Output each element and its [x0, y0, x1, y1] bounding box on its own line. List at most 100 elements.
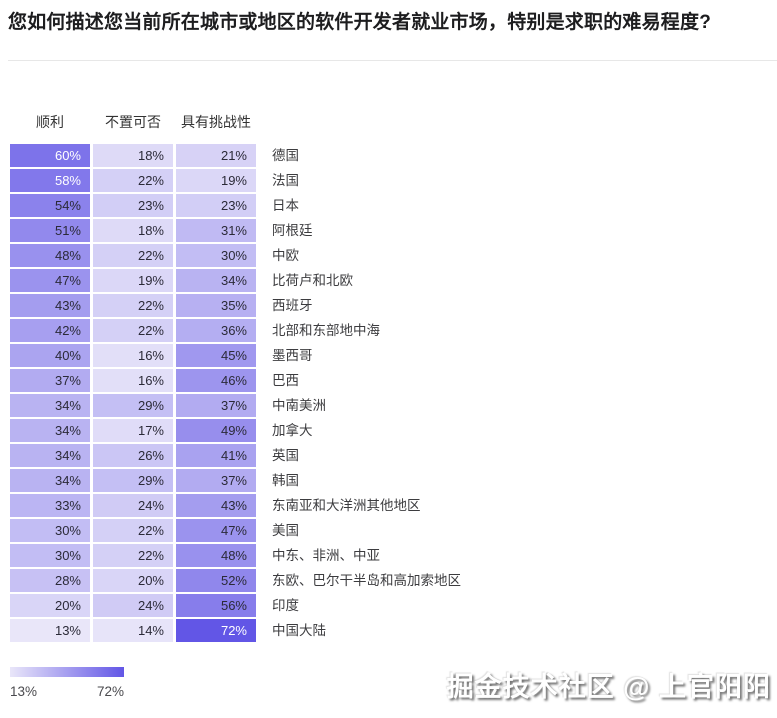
heat-cell-smooth: 33% [10, 494, 90, 517]
table-row: 30% 22% 47% 美国 [10, 519, 461, 542]
table-row: 34% 17% 49% 加拿大 [10, 419, 461, 442]
legend-gradient-bar [10, 667, 124, 677]
heat-cell-neutral: 20% [93, 569, 173, 592]
row-label: 韩国 [272, 473, 299, 488]
heat-cell-neutral: 29% [93, 394, 173, 417]
row-label: 加拿大 [272, 423, 313, 438]
row-label: 英国 [272, 448, 299, 463]
table-row: 60% 18% 21% 德国 [10, 144, 461, 167]
heat-cell-neutral: 24% [93, 594, 173, 617]
heat-cell-challenging: 43% [176, 494, 256, 517]
heat-cell-challenging: 72% [176, 619, 256, 642]
table-row: 54% 23% 23% 日本 [10, 194, 461, 217]
row-label: 西班牙 [272, 298, 313, 313]
table-row: 43% 22% 35% 西班牙 [10, 294, 461, 317]
heat-cell-challenging: 36% [176, 319, 256, 342]
heat-cell-neutral: 19% [93, 269, 173, 292]
heat-cell-smooth: 28% [10, 569, 90, 592]
heat-cell-neutral: 16% [93, 369, 173, 392]
table-row: 20% 24% 56% 印度 [10, 594, 461, 617]
column-headers: 顺利 不置可否 具有挑战性 [10, 112, 259, 132]
row-label: 阿根廷 [272, 223, 313, 238]
table-row: 58% 22% 19% 法国 [10, 169, 461, 192]
watermark: 掘金技术社区 @ 上官阳阳 [446, 672, 771, 702]
heat-cell-challenging: 41% [176, 444, 256, 467]
heat-cell-smooth: 48% [10, 244, 90, 267]
row-label: 北部和东部地中海 [272, 323, 380, 338]
heat-cell-challenging: 47% [176, 519, 256, 542]
row-label: 比荷卢和北欧 [272, 273, 353, 288]
heat-cell-challenging: 45% [176, 344, 256, 367]
row-label: 法国 [272, 173, 299, 188]
row-label: 中欧 [272, 248, 299, 263]
heat-cell-neutral: 22% [93, 319, 173, 342]
table-row: 47% 19% 34% 比荷卢和北欧 [10, 269, 461, 292]
heat-cell-smooth: 51% [10, 219, 90, 242]
heat-cell-smooth: 60% [10, 144, 90, 167]
heat-cell-challenging: 21% [176, 144, 256, 167]
heat-cell-challenging: 48% [176, 544, 256, 567]
heat-cell-smooth: 30% [10, 519, 90, 542]
legend: 13% 72% [10, 667, 124, 699]
legend-max-label: 72% [96, 684, 124, 699]
table-row: 28% 20% 52% 东欧、巴尔干半岛和高加索地区 [10, 569, 461, 592]
heat-cell-neutral: 22% [93, 244, 173, 267]
heat-cell-challenging: 37% [176, 394, 256, 417]
heat-cell-challenging: 56% [176, 594, 256, 617]
row-label: 中南美洲 [272, 398, 326, 413]
heat-cell-smooth: 43% [10, 294, 90, 317]
heat-cell-neutral: 22% [93, 169, 173, 192]
row-label: 东南亚和大洋洲其他地区 [272, 498, 421, 513]
heat-cell-neutral: 24% [93, 494, 173, 517]
table-row: 40% 16% 45% 墨西哥 [10, 344, 461, 367]
heat-cell-neutral: 22% [93, 294, 173, 317]
row-label: 印度 [272, 598, 299, 613]
heat-cell-smooth: 13% [10, 619, 90, 642]
heat-cell-challenging: 31% [176, 219, 256, 242]
heat-cell-neutral: 14% [93, 619, 173, 642]
heat-cell-smooth: 30% [10, 544, 90, 567]
column-header-challenging: 具有挑战性 [181, 114, 251, 130]
legend-min-label: 13% [10, 684, 38, 699]
table-row: 30% 22% 48% 中东、非洲、中亚 [10, 544, 461, 567]
heat-cell-challenging: 49% [176, 419, 256, 442]
heat-cell-smooth: 34% [10, 419, 90, 442]
heat-cell-neutral: 22% [93, 519, 173, 542]
legend-labels: 13% 72% [10, 684, 124, 699]
heat-cell-neutral: 26% [93, 444, 173, 467]
heat-cell-challenging: 37% [176, 469, 256, 492]
heat-cell-neutral: 18% [93, 219, 173, 242]
heat-cell-smooth: 34% [10, 469, 90, 492]
heat-cell-smooth: 34% [10, 444, 90, 467]
heat-cell-challenging: 23% [176, 194, 256, 217]
heat-cell-neutral: 23% [93, 194, 173, 217]
row-label: 中国大陆 [272, 623, 326, 638]
row-label: 美国 [272, 523, 299, 538]
row-label: 中东、非洲、中亚 [272, 548, 380, 563]
heat-cell-challenging: 30% [176, 244, 256, 267]
heatmap-table-body: 60% 18% 21% 德国 58% 22% 19% 法国 54% 23% 23% 日本 51% 18% 3… [10, 144, 461, 644]
heat-cell-neutral: 22% [93, 544, 173, 567]
heat-cell-challenging: 35% [176, 294, 256, 317]
row-label: 墨西哥 [272, 348, 313, 363]
row-label: 巴西 [272, 373, 299, 388]
heat-cell-challenging: 19% [176, 169, 256, 192]
table-row: 33% 24% 43% 东南亚和大洋洲其他地区 [10, 494, 461, 517]
table-row: 34% 29% 37% 中南美洲 [10, 394, 461, 417]
page-title: 您如何描述您当前所在城市或地区的软件开发者就业市场，特别是求职的难易程度? [8, 12, 712, 33]
heat-cell-smooth: 34% [10, 394, 90, 417]
heat-cell-neutral: 29% [93, 469, 173, 492]
heat-cell-smooth: 20% [10, 594, 90, 617]
heat-cell-challenging: 46% [176, 369, 256, 392]
heat-cell-smooth: 47% [10, 269, 90, 292]
table-row: 37% 16% 46% 巴西 [10, 369, 461, 392]
table-row: 51% 18% 31% 阿根廷 [10, 219, 461, 242]
row-label: 东欧、巴尔干半岛和高加索地区 [272, 573, 461, 588]
heat-cell-neutral: 16% [93, 344, 173, 367]
column-header-neutral: 不置可否 [105, 114, 161, 130]
heat-cell-challenging: 52% [176, 569, 256, 592]
row-label: 德国 [272, 148, 299, 163]
table-row: 48% 22% 30% 中欧 [10, 244, 461, 267]
heat-cell-neutral: 18% [93, 144, 173, 167]
